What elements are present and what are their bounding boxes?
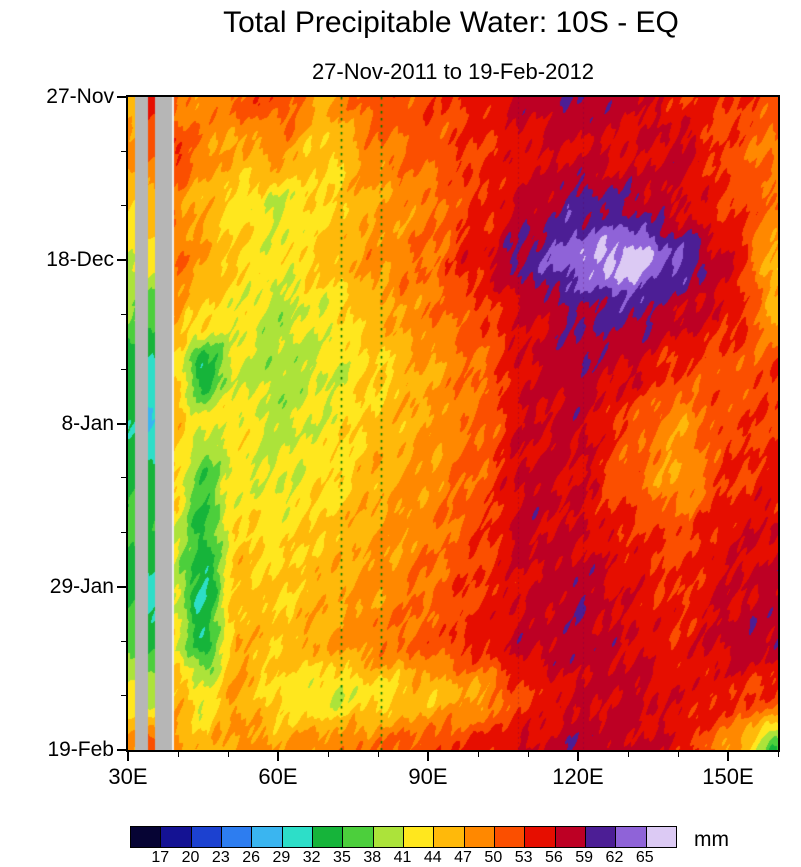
plot-frame <box>126 95 780 752</box>
colorbar-box <box>311 827 343 847</box>
colorbar-box <box>615 827 646 847</box>
y-tick-mark-minor <box>121 695 126 697</box>
x-tick-mark <box>127 752 129 761</box>
y-tick-mark-minor <box>121 477 126 479</box>
colorbar-box <box>584 827 616 847</box>
colorbar-tick-label: 35 <box>333 849 351 866</box>
chart-title: Total Precipitable Water: 10S - EQ <box>223 6 679 39</box>
heatmap-canvas <box>128 97 778 750</box>
colorbar-tick-label: 53 <box>514 849 533 866</box>
y-tick-mark-minor <box>121 368 126 370</box>
colorbar-box <box>372 827 403 847</box>
y-tick-mark <box>117 259 126 262</box>
y-tick-label: 29-Jan <box>49 574 114 598</box>
y-tick-label: 19-Feb <box>47 738 114 761</box>
x-tick-mark <box>427 752 429 761</box>
y-tick-mark-minor <box>121 314 126 316</box>
y-tick-mark-minor <box>121 150 126 152</box>
y-tick-mark <box>117 422 126 425</box>
x-tick-mark-minor <box>177 752 179 757</box>
colorbar-tick-label: 50 <box>484 849 503 866</box>
y-tick-mark-minor <box>121 205 126 207</box>
x-tick-label: 90E <box>408 764 448 789</box>
y-tick-mark-minor <box>121 640 126 642</box>
colorbar-tick-label: 44 <box>423 849 442 866</box>
colorbar-tick-label: 26 <box>242 849 261 866</box>
colorbar-tick-label: 17 <box>151 849 170 866</box>
colorbar-box <box>190 827 221 847</box>
x-tick-mark-minor <box>777 752 779 757</box>
colorbar-tick-label: 41 <box>393 849 412 866</box>
x-tick-mark-minor <box>227 752 229 757</box>
x-tick-label: 150E <box>702 764 754 789</box>
y-tick-label: 18-Dec <box>46 248 114 272</box>
x-tick-mark-minor <box>627 752 629 757</box>
x-tick-mark-minor <box>527 752 529 757</box>
y-tick-label: 27-Nov <box>46 85 114 108</box>
y-tick-label: 8-Jan <box>61 411 114 435</box>
colorbar-box <box>524 827 555 847</box>
colorbar-box <box>251 827 282 847</box>
colorbar-box <box>220 827 252 847</box>
colorbar-box <box>433 827 464 847</box>
colorbar-box <box>493 827 525 847</box>
colorbar-box <box>342 827 373 847</box>
colorbar-box <box>160 827 191 847</box>
colorbar-tick-label: 23 <box>211 849 230 866</box>
x-tick-label: 30E <box>108 764 148 789</box>
y-tick-mark <box>117 749 126 751</box>
y-tick-mark-minor <box>121 531 126 533</box>
x-tick-mark-minor <box>477 752 479 757</box>
colorbar-tick-label: 65 <box>635 849 654 866</box>
x-tick-mark-minor <box>677 752 679 757</box>
colorbar-tick-label: 62 <box>605 849 624 866</box>
colorbar-box <box>131 827 161 847</box>
x-tick-label: 60E <box>258 764 298 789</box>
x-tick-mark-minor <box>377 752 379 757</box>
colorbar-box <box>645 827 676 847</box>
colorbar-tick-label: 47 <box>454 849 472 866</box>
colorbar-tick-label: 59 <box>575 849 594 866</box>
units-label: mm <box>694 828 729 851</box>
colorbar-tick-label: 56 <box>544 849 563 866</box>
x-tick-mark <box>727 752 729 761</box>
colorbar-tick-label: 32 <box>302 849 321 866</box>
x-tick-mark <box>277 752 279 761</box>
x-tick-label: 120E <box>552 764 604 789</box>
colorbar-tick-label: 38 <box>363 849 382 866</box>
colorbar-box <box>554 827 585 847</box>
x-tick-mark-minor <box>327 752 329 757</box>
chart-subtitle: 27-Nov-2011 to 19-Feb-2012 <box>311 59 595 84</box>
colorbar-tick-label: 29 <box>272 849 291 866</box>
x-tick-mark <box>577 752 579 761</box>
colorbar-box <box>281 827 312 847</box>
colorbar <box>130 826 677 848</box>
colorbar-tick-label: 20 <box>181 849 200 866</box>
y-tick-mark <box>117 585 126 588</box>
colorbar-box <box>402 827 434 847</box>
y-tick-mark <box>117 96 126 98</box>
colorbar-box <box>463 827 494 847</box>
